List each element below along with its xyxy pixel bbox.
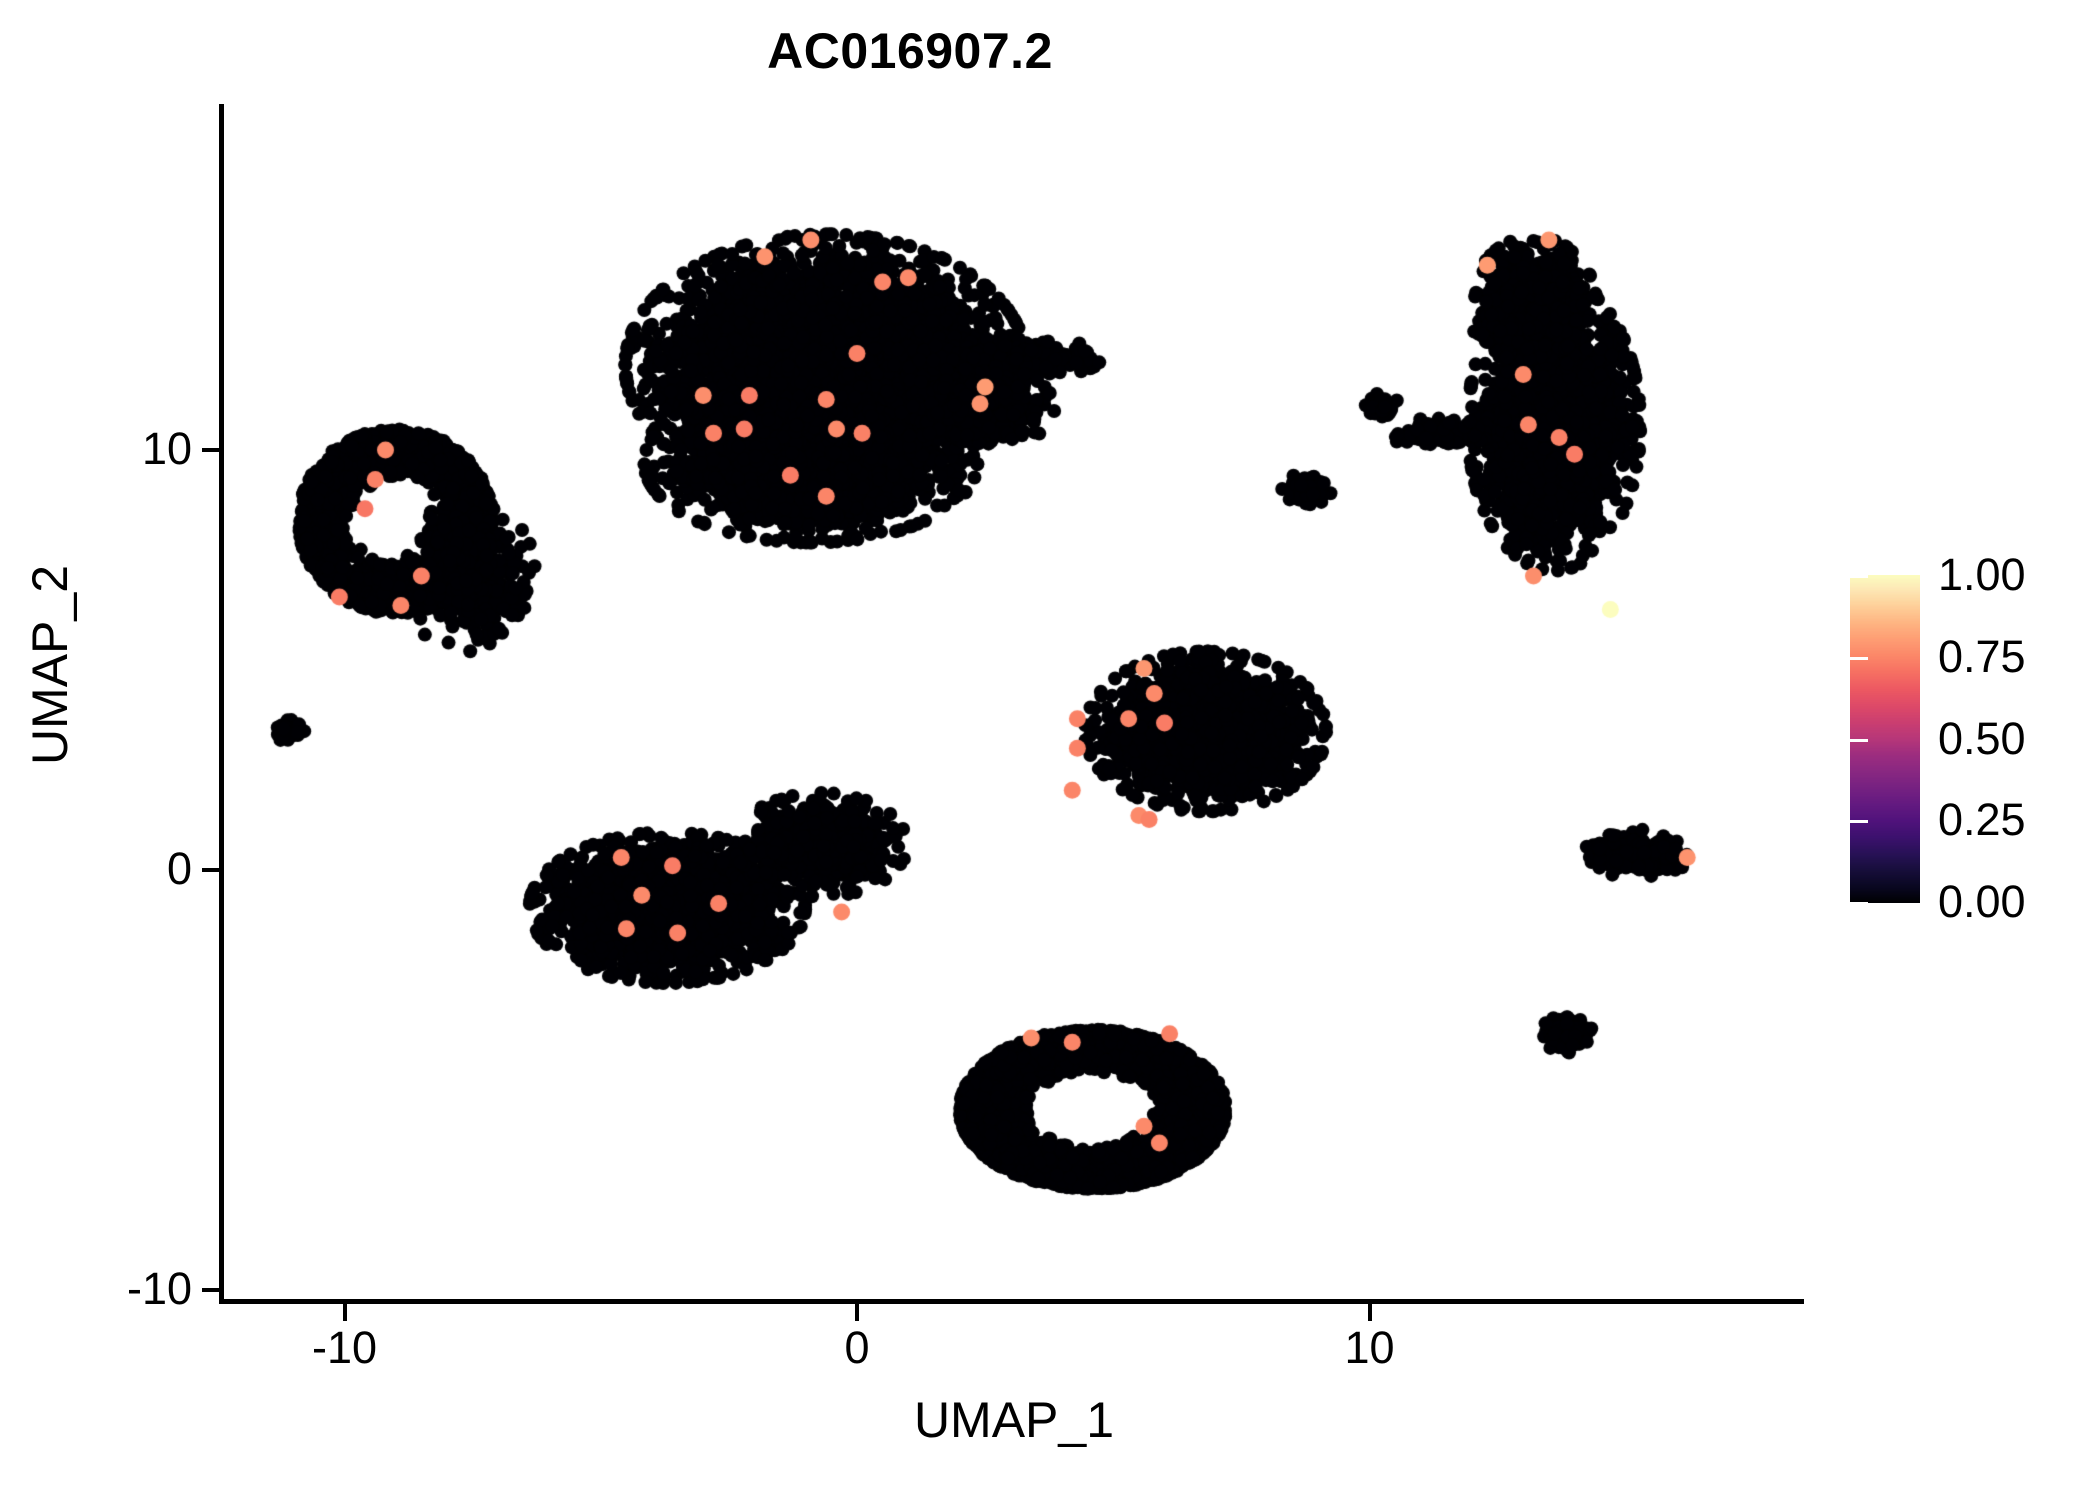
colorbar-tick-mark <box>2062 738 2080 742</box>
colorbar-tick-mark <box>2062 656 2080 660</box>
plot-panel <box>224 104 1804 1302</box>
x-tick-mark <box>342 1304 347 1321</box>
scatter-canvas <box>224 104 1804 1302</box>
page-title: AC016907.2 <box>767 23 1053 79</box>
y-axis-title: UMAP_2 <box>22 564 78 766</box>
x-tick-label: 10 <box>1344 1322 1395 1373</box>
colorbar-tick-label: 0.75 <box>1938 630 2026 682</box>
colorbar-tick-mark <box>1850 820 1868 824</box>
y-tick-label: -10 <box>126 1263 192 1314</box>
colorbar-tick-mark <box>1850 656 1868 660</box>
x-axis-title: UMAP_1 <box>913 1392 1115 1448</box>
colorbar-tick-label: 1.00 <box>1938 549 2026 600</box>
colorbar-tick-label: 0.25 <box>1938 794 2026 846</box>
x-tick-label: 0 <box>844 1322 870 1373</box>
y-tick-mark <box>202 448 219 452</box>
colorbar-legend: 1.00 0.75 0.50 0.25 0.00 <box>1850 552 2080 924</box>
x-tick-mark <box>1367 1304 1372 1321</box>
x-axis-line <box>219 1299 1804 1304</box>
y-tick-label: 10 <box>141 423 192 474</box>
x-tick-label: -10 <box>311 1322 378 1373</box>
y-tick-mark <box>202 868 219 872</box>
y-tick-mark <box>202 1288 219 1292</box>
colorbar-tick-label: 0.50 <box>1938 712 2026 764</box>
colorbar-tick-mark <box>2062 575 2080 578</box>
colorbar-tick-label: 0.00 <box>1938 876 2026 927</box>
colorbar-tick-mark <box>1850 738 1868 742</box>
y-axis-line <box>219 104 224 1304</box>
colorbar-tick-mark <box>2062 820 2080 824</box>
colorbar-tick-mark <box>2062 902 2080 905</box>
x-tick-mark <box>855 1304 859 1321</box>
y-tick-label: 0 <box>166 843 192 894</box>
colorbar-tick-mark <box>1850 902 1868 905</box>
colorbar-tick-mark <box>1850 575 1868 578</box>
